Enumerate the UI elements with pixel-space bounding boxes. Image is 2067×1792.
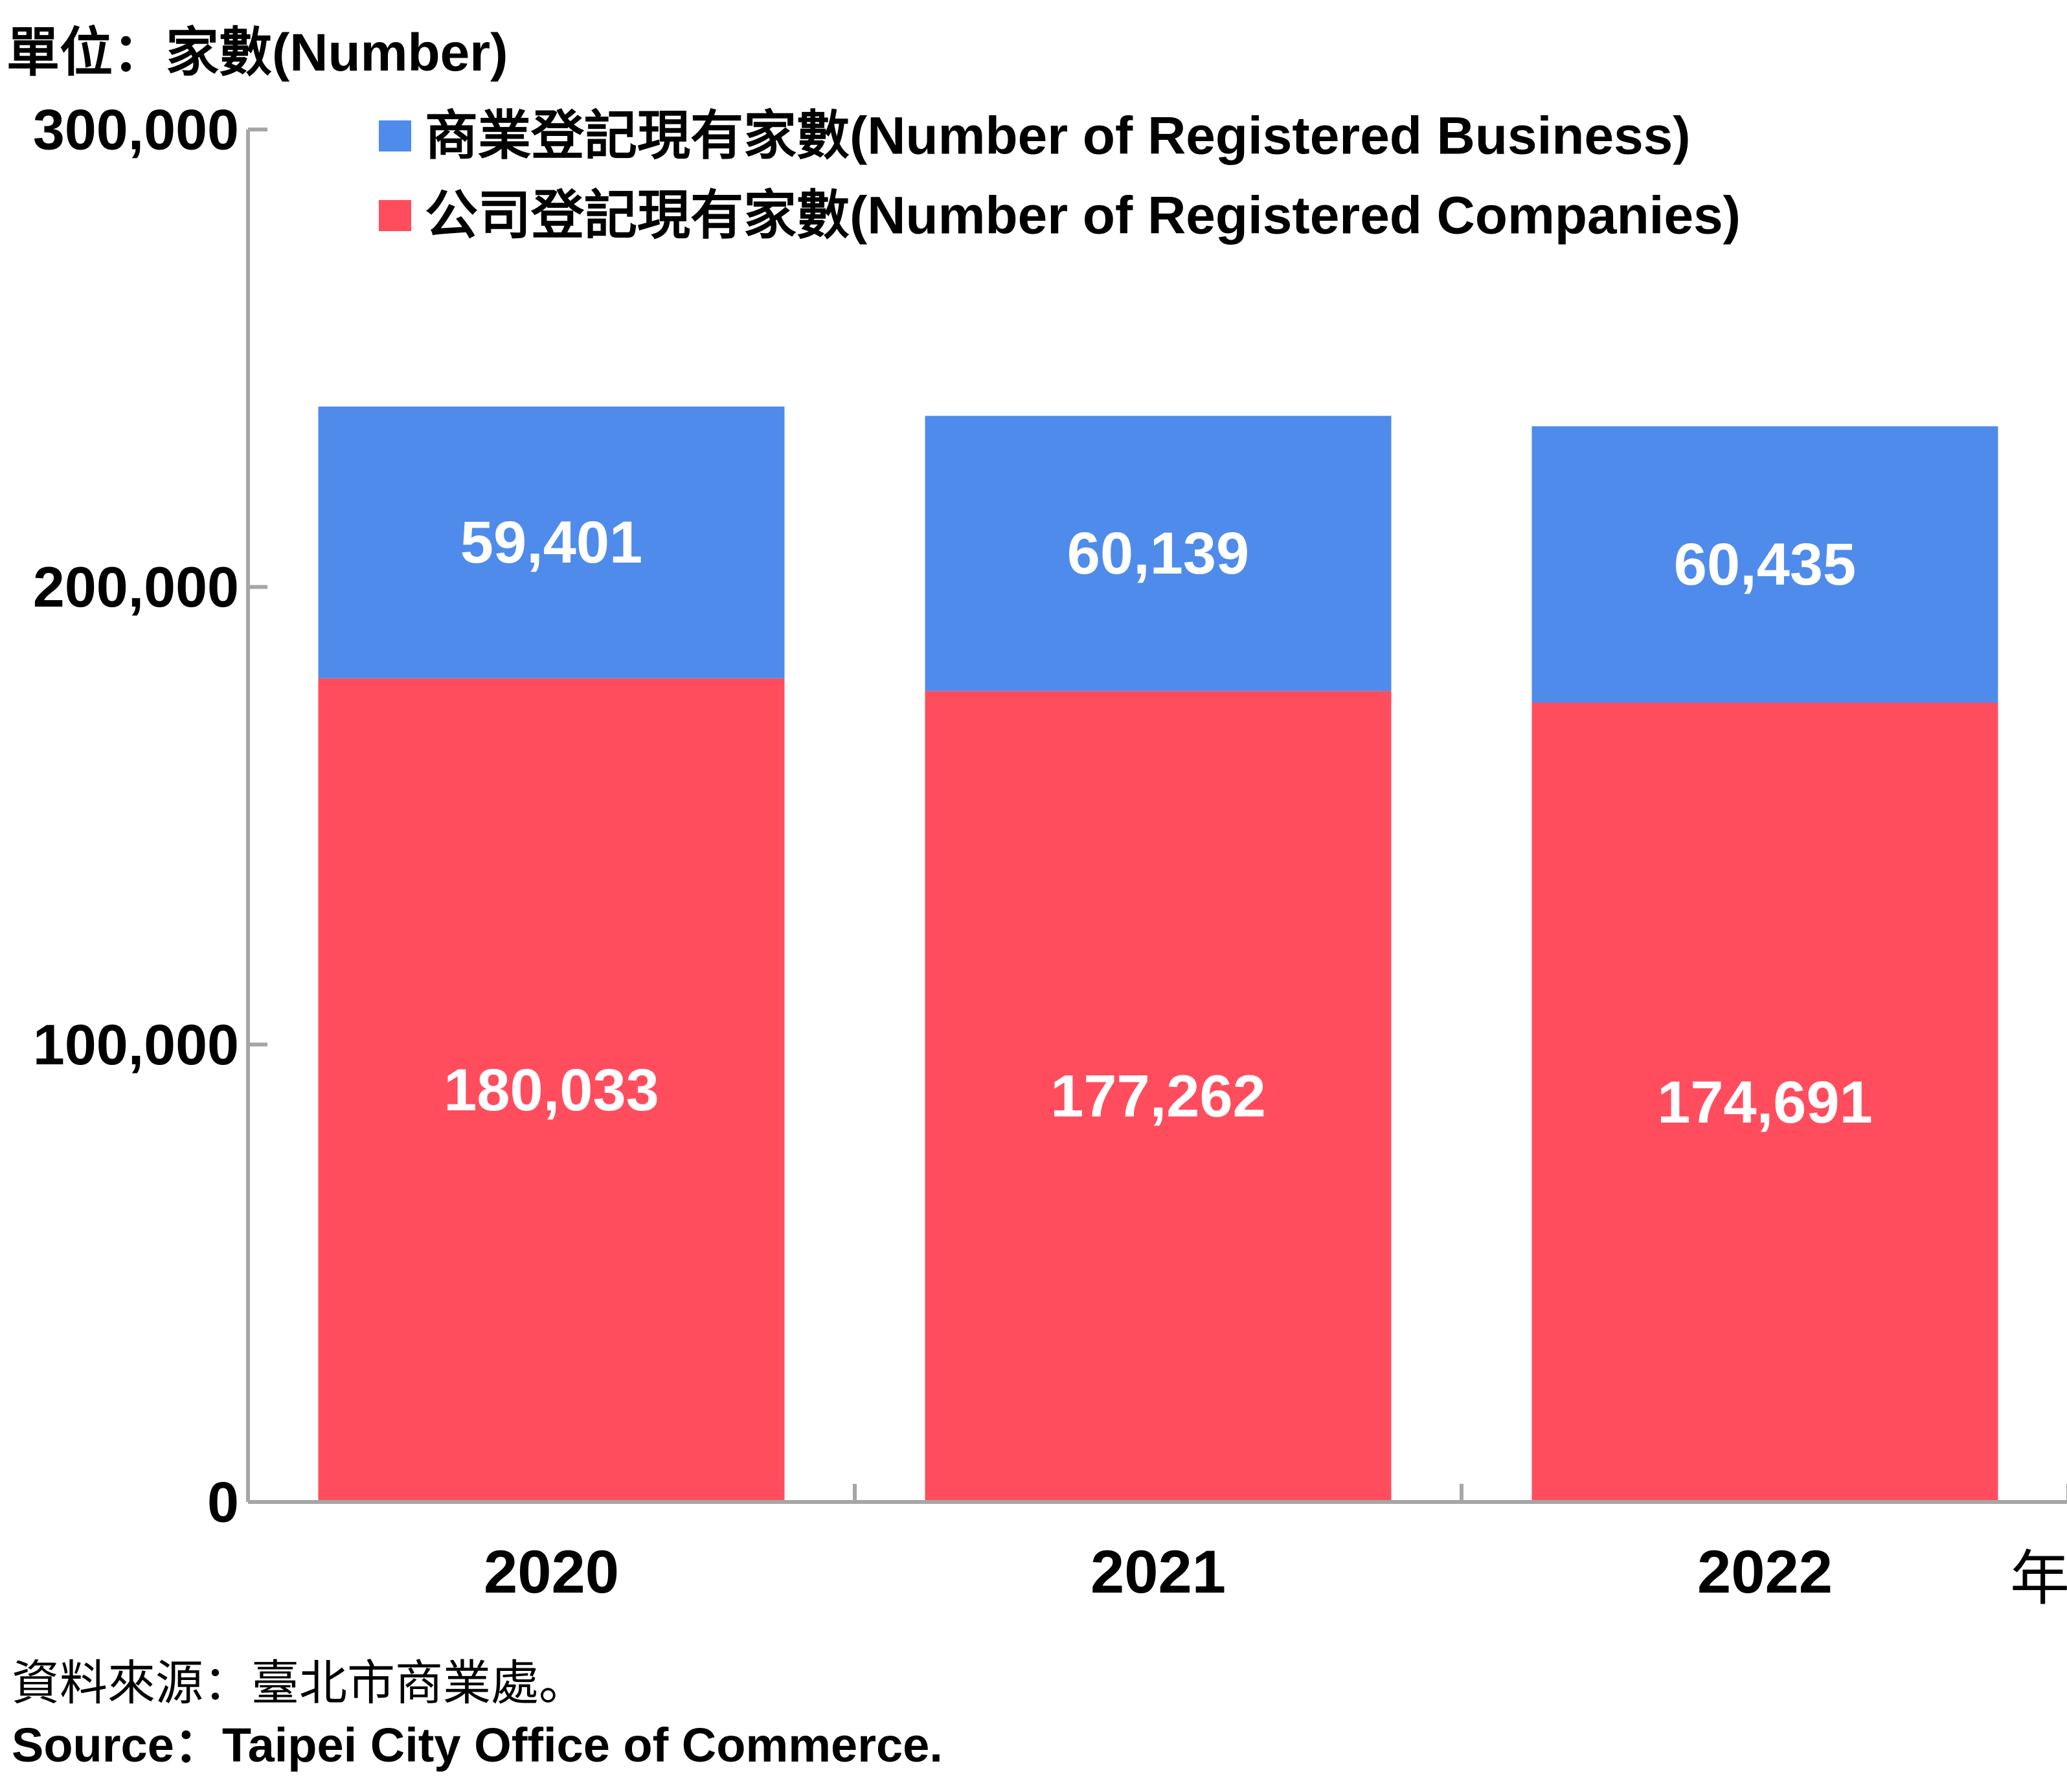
legend-companies-swatch: [379, 200, 411, 231]
unit-label: 單位：家數(Number): [6, 23, 508, 82]
x-axis-unit-label: 年: [2010, 1546, 2067, 1612]
bars-group: 180,033 59,401 177,262 60,139 174,691 60,435: [318, 406, 1998, 1502]
data-label-business: 60,139: [1067, 521, 1249, 587]
bar-business-2021: [925, 416, 1392, 691]
axes-group: 2020 2021 2022 0 100,000 200,000 300,000 年: [33, 98, 2067, 1612]
bar-business-2022: [1531, 426, 1998, 703]
data-label-companies: 177,262: [1050, 1064, 1266, 1130]
data-label-companies: 174,691: [1657, 1070, 1873, 1136]
bar-business-2020: [318, 406, 785, 678]
x-tick-label: 2020: [484, 1538, 619, 1606]
x-tick-label: 2021: [1090, 1538, 1226, 1606]
y-tick-label: 100,000: [33, 1013, 239, 1077]
x-tick-label: 2022: [1697, 1538, 1833, 1606]
source-note-en: Source：Taipei City Office of Commerce.: [12, 1718, 943, 1772]
legend-group: 商業登記現有家數(Number of Registered Business) 公…: [379, 107, 1741, 245]
y-tick-label: 300,000: [33, 98, 239, 162]
legend-companies-label: 公司登記現有家數(Number of Registered Companies): [425, 186, 1741, 245]
data-label-companies: 180,033: [444, 1057, 659, 1123]
legend-business-label: 商業登記現有家數(Number of Registered Business): [425, 107, 1691, 166]
bar-companies-2020: [318, 678, 785, 1502]
data-label-business: 59,401: [460, 510, 642, 576]
source-note-zh: 資料來源：臺北市商業處。: [12, 1656, 587, 1710]
data-label-business: 60,435: [1674, 532, 1856, 598]
bar-companies-2022: [1531, 702, 1998, 1502]
y-tick-label: 200,000: [33, 555, 239, 619]
legend-business-swatch: [379, 120, 411, 151]
y-tick-label: 0: [207, 1470, 239, 1534]
bar-companies-2021: [925, 691, 1392, 1502]
